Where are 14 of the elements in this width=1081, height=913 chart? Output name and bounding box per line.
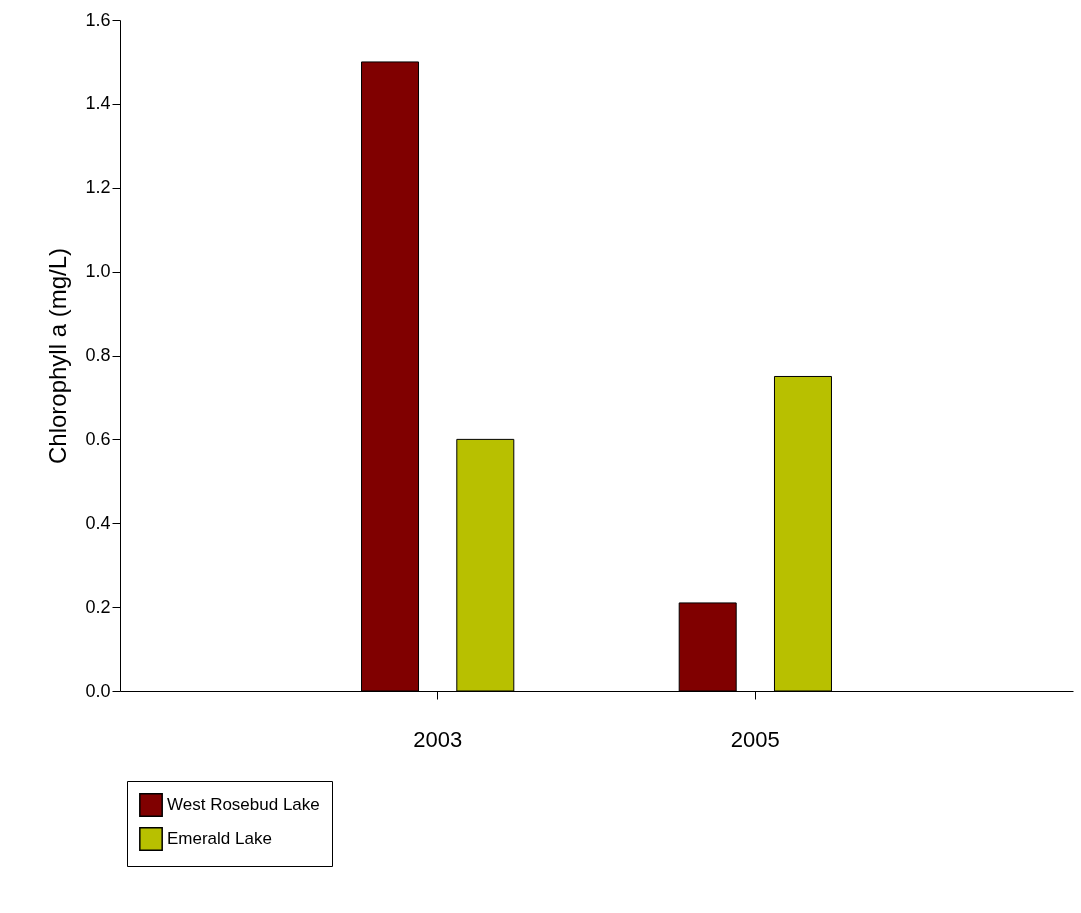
legend-label: West Rosebud Lake [167,795,320,814]
y-tick-label: 0.6 [85,428,111,449]
y-axis-title: Chlorophyll a (mg/L) [44,247,72,465]
y-tick-label: 0.8 [85,345,111,365]
legend-label: Emerald Lake [167,829,272,848]
y-tick-label: 1.2 [85,177,111,198]
y-tick-label: 0.0 [85,680,111,701]
y-tick-label: 0.2 [85,596,111,617]
x-tick-label: 2005 [730,726,780,752]
y-tick-label: 1.0 [85,261,111,282]
x-tick-label: 2003 [413,726,463,752]
y-tick-label: 1.4 [85,93,111,114]
y-tick-label: 1.6 [85,9,111,30]
y-tick-label: 0.4 [85,512,111,533]
